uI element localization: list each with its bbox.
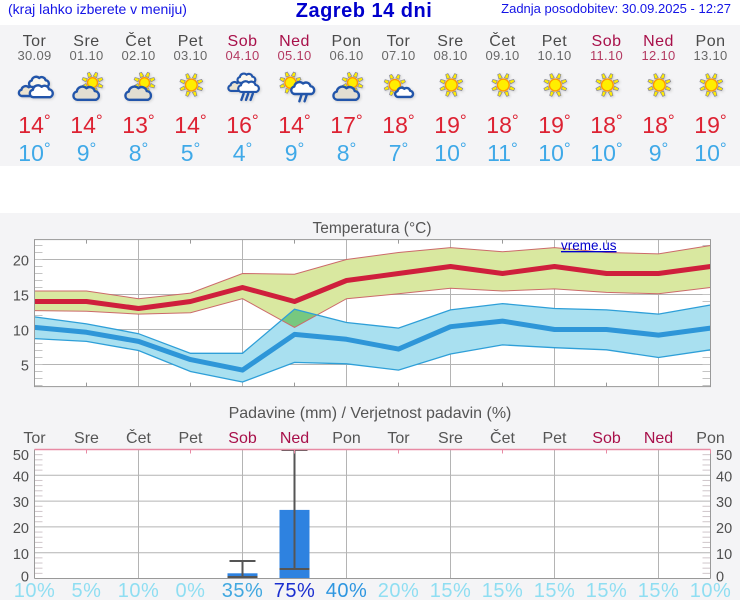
svg-text:30: 30 — [716, 495, 732, 511]
svg-text:Pet: Pet — [178, 430, 203, 447]
svg-text:0%: 0% — [176, 580, 206, 600]
svg-text:30: 30 — [13, 495, 29, 511]
svg-text:10: 10 — [13, 547, 29, 563]
svg-text:40: 40 — [13, 469, 29, 485]
svg-text:5: 5 — [21, 359, 29, 375]
svg-text:10%: 10% — [118, 580, 160, 600]
svg-text:10: 10 — [716, 547, 732, 563]
svg-text:15%: 15% — [430, 580, 472, 600]
svg-text:Temperatura (°C): Temperatura (°C) — [312, 220, 431, 237]
svg-text:5%: 5% — [72, 580, 102, 600]
svg-text:20: 20 — [13, 521, 29, 537]
svg-text:35%: 35% — [222, 580, 264, 600]
svg-text:40: 40 — [716, 469, 732, 485]
svg-text:0: 0 — [716, 570, 724, 586]
svg-text:10%: 10% — [14, 580, 56, 600]
svg-text:75%: 75% — [274, 580, 316, 600]
svg-text:Tor: Tor — [387, 430, 410, 447]
svg-text:15%: 15% — [534, 580, 576, 600]
svg-text:20: 20 — [716, 521, 732, 537]
svg-text:Pon: Pon — [696, 430, 724, 447]
svg-text:50: 50 — [13, 448, 29, 464]
svg-text:Ned: Ned — [280, 430, 309, 447]
svg-text:20%: 20% — [378, 580, 420, 600]
svg-text:vreme.us: vreme.us — [561, 238, 617, 253]
svg-text:Čet: Čet — [490, 428, 515, 447]
svg-text:0: 0 — [21, 570, 29, 586]
svg-text:50: 50 — [716, 448, 732, 464]
svg-text:Tor: Tor — [23, 430, 46, 447]
svg-text:Sre: Sre — [74, 430, 99, 447]
svg-text:40%: 40% — [326, 580, 368, 600]
svg-text:15%: 15% — [482, 580, 524, 600]
svg-text:Padavine (mm) / Verjetnost pad: Padavine (mm) / Verjetnost padavin (%) — [229, 405, 512, 422]
svg-text:Sob: Sob — [228, 430, 257, 447]
svg-text:15%: 15% — [638, 580, 680, 600]
svg-text:10%: 10% — [690, 580, 732, 600]
svg-text:Pon: Pon — [332, 430, 360, 447]
svg-text:Pet: Pet — [542, 430, 567, 447]
svg-text:Čet: Čet — [126, 428, 151, 447]
svg-text:Sob: Sob — [592, 430, 621, 447]
svg-text:10: 10 — [13, 324, 29, 340]
svg-text:20: 20 — [13, 254, 29, 270]
svg-text:Sre: Sre — [438, 430, 463, 447]
svg-text:15: 15 — [13, 289, 29, 305]
svg-text:15%: 15% — [586, 580, 628, 600]
svg-text:Ned: Ned — [644, 430, 673, 447]
